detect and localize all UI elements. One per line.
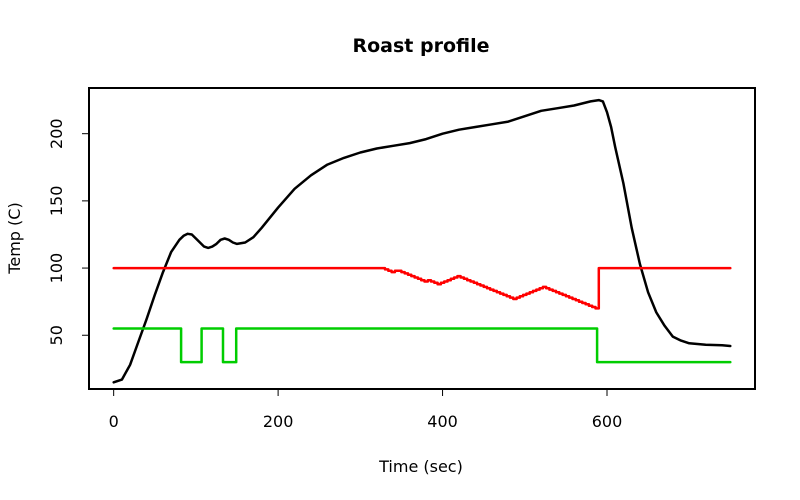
series-layer xyxy=(112,98,732,384)
series-line-3 xyxy=(112,327,732,364)
plot-area-frame xyxy=(88,87,756,390)
y-tick-label: 100 xyxy=(47,253,66,284)
x-tick-label: 400 xyxy=(427,412,458,431)
y-tick-label: 150 xyxy=(47,186,66,217)
y-axis-label: Temp (C) xyxy=(5,202,24,274)
series-line-2 xyxy=(112,266,732,310)
y-axis: 50 100 150 200 xyxy=(47,118,90,345)
y-tick-label: 200 xyxy=(47,118,66,149)
x-tick-label: 200 xyxy=(263,412,294,431)
x-tick-label: 0 xyxy=(109,412,119,431)
chart-title: Roast profile xyxy=(352,35,489,57)
y-tick-label: 50 xyxy=(47,325,66,345)
x-axis-label: Time (sec) xyxy=(378,457,463,476)
x-axis: 0 200 400 600 xyxy=(109,388,623,431)
series-line-1 xyxy=(112,98,732,384)
x-tick-label: 600 xyxy=(592,412,623,431)
